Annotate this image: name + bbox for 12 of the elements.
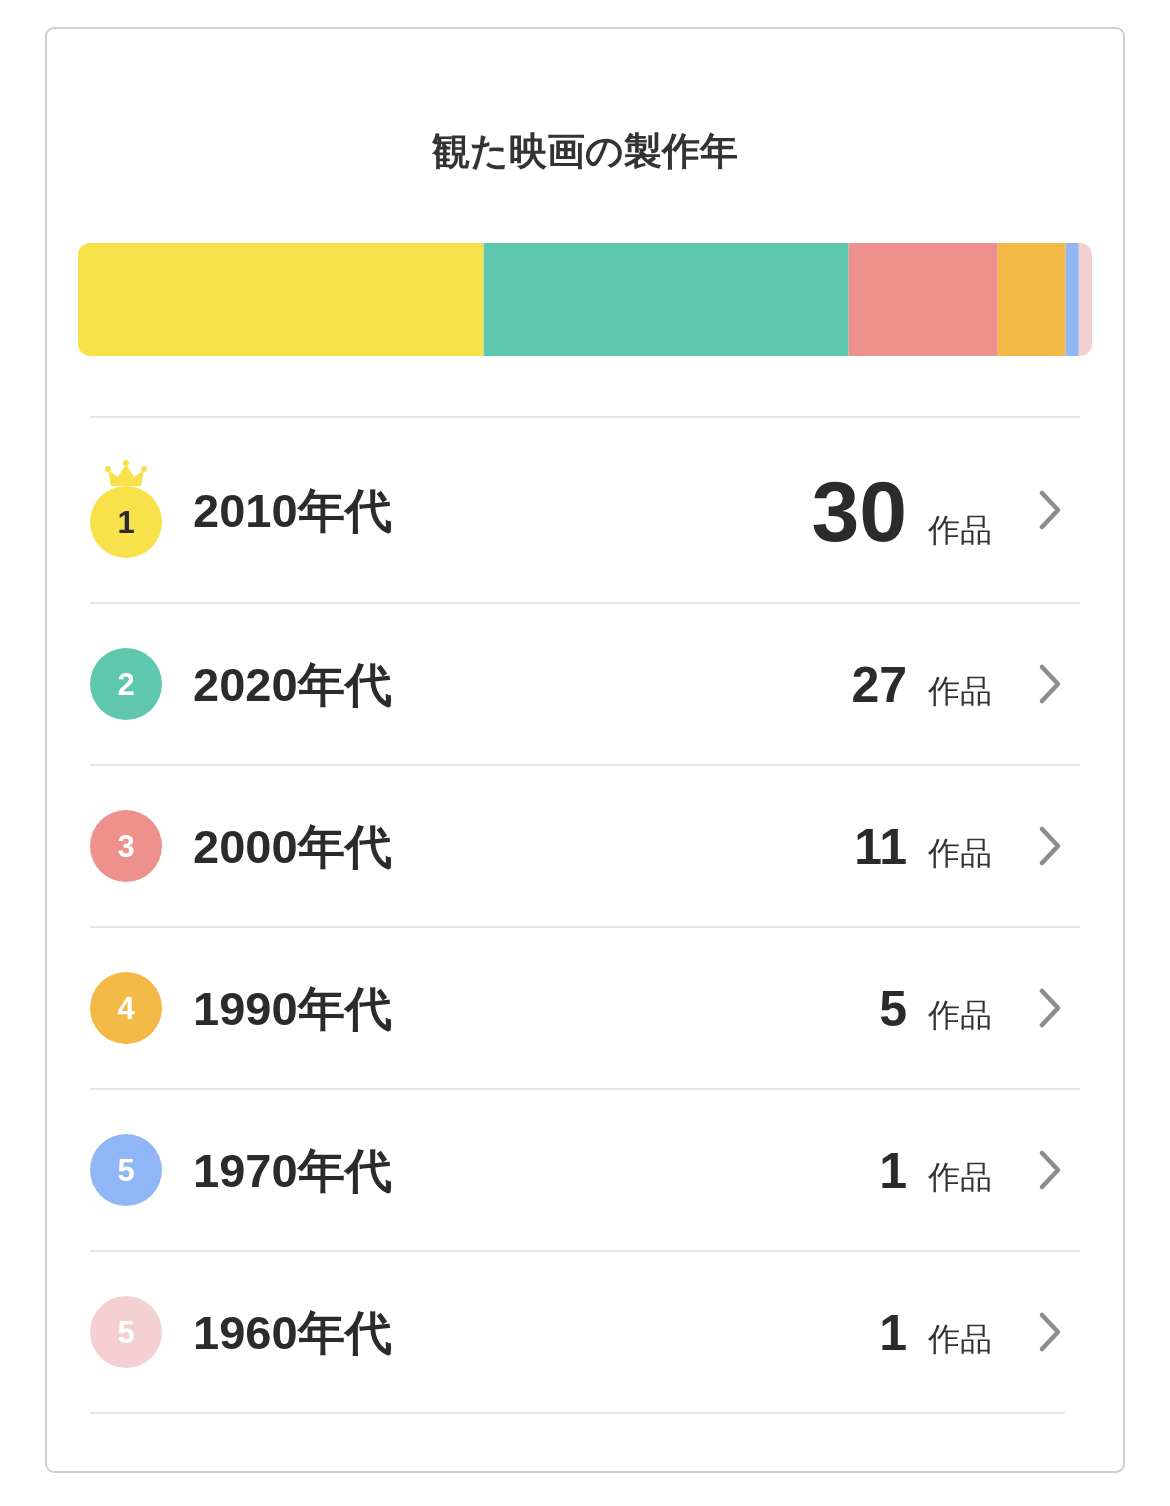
text: 11 作品 (854, 819, 992, 875)
text: 1 作品 (879, 1305, 992, 1361)
text: 1 作品 (879, 1143, 992, 1199)
rank: 3 (117, 829, 135, 864)
rank: 4 (117, 991, 135, 1026)
text: 5 作品 (879, 981, 992, 1037)
rank: 1 (117, 505, 135, 540)
rank: 5 (117, 1153, 135, 1188)
title: 観た映画の製作年 (432, 130, 738, 172)
text: 27 作品 (851, 657, 992, 713)
rank: 2 (117, 667, 135, 702)
text: 30 作品 (811, 462, 992, 559)
